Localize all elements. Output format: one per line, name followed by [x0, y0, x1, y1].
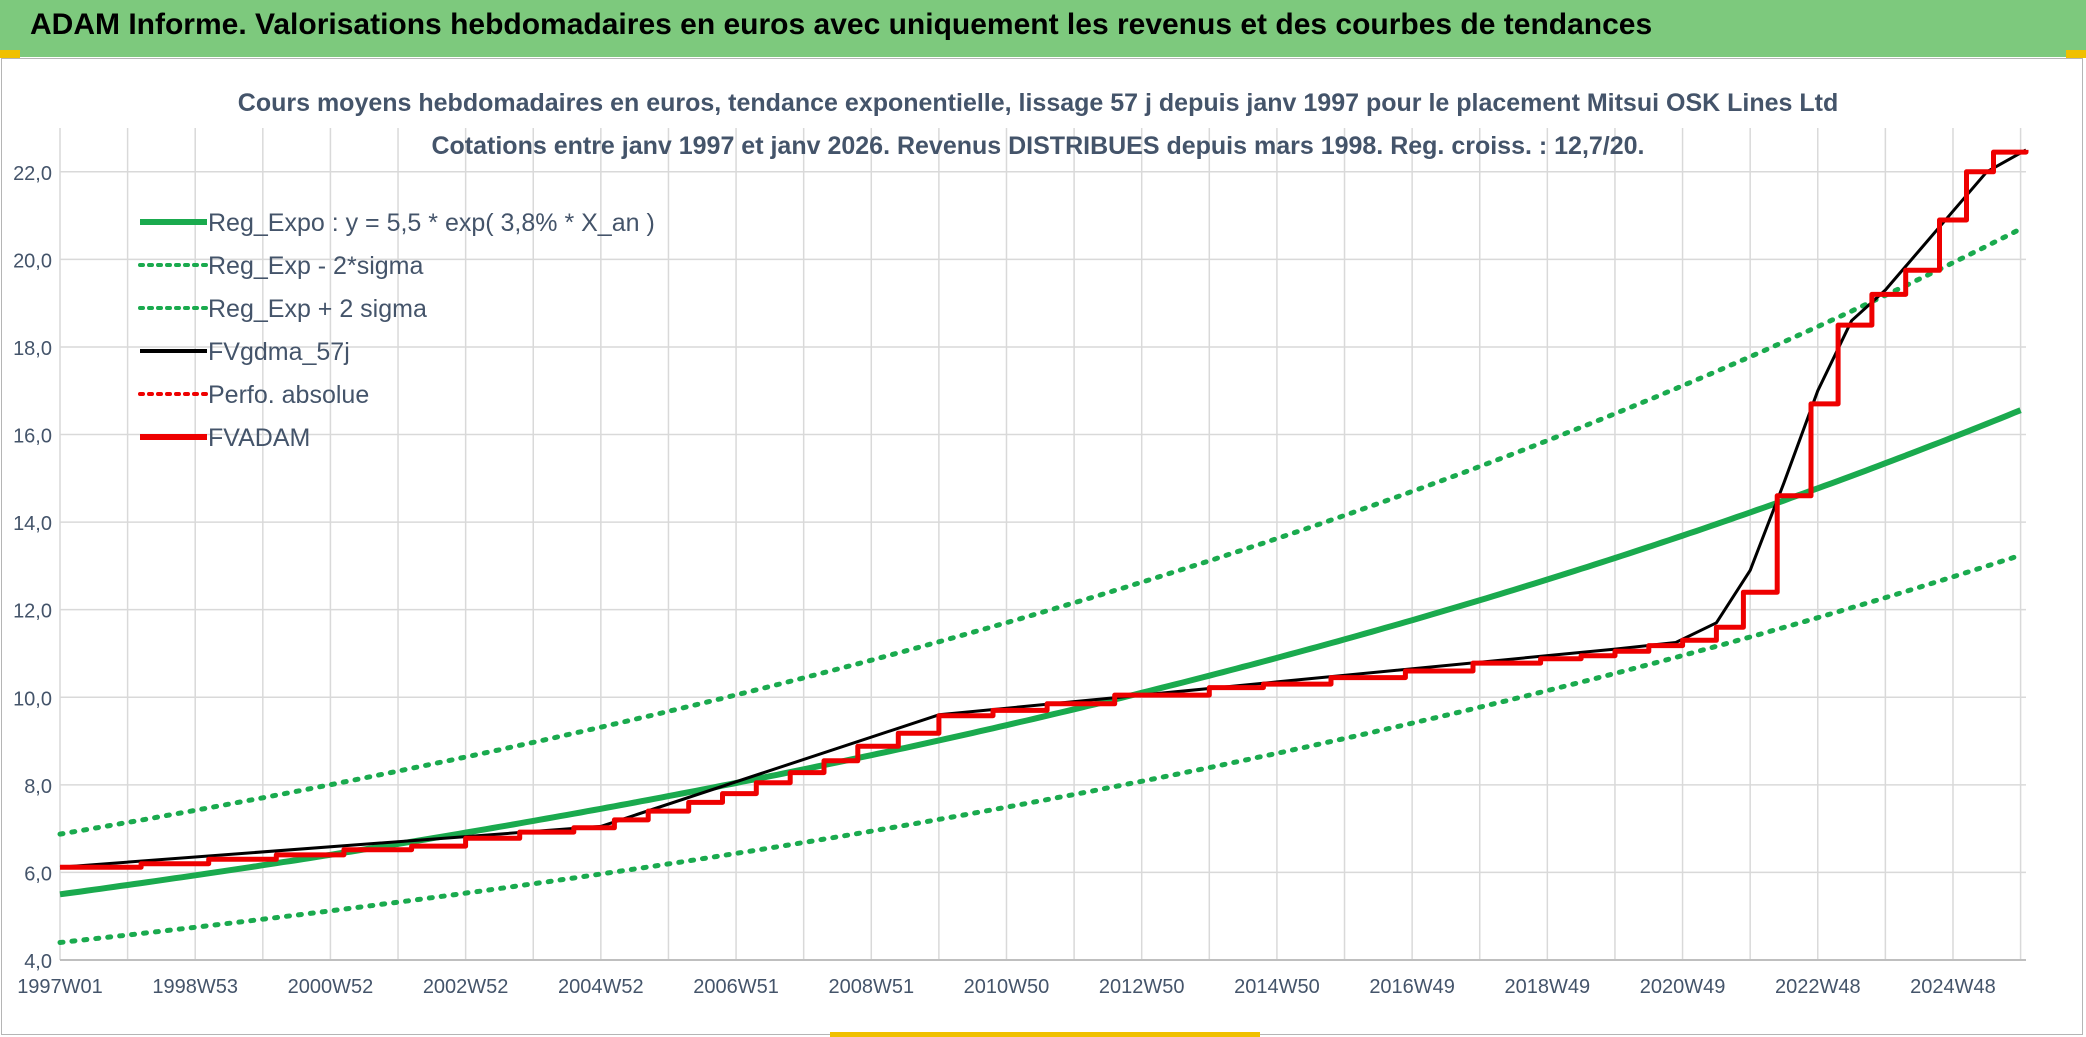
x-tick-label: 2014W50	[1234, 976, 1320, 998]
fvadam-line	[60, 149, 2029, 870]
y-tick-label: 12,0	[13, 601, 52, 623]
x-tick-label: 2004W52	[558, 976, 644, 998]
chart-title: Cours moyens hebdomadaires en euros, ten…	[238, 89, 1838, 117]
x-tick-label: 2020W49	[1640, 976, 1726, 998]
x-tick-label: 2018W49	[1505, 976, 1591, 998]
legend-label: FVADAM	[208, 424, 310, 452]
corner-accent-left	[0, 50, 20, 58]
legend-label: Reg_Expo : y = 5,5 * exp( 3,8% * X_an )	[208, 209, 655, 237]
x-tick-label: 1998W53	[152, 976, 238, 998]
y-tick-label: 18,0	[13, 338, 52, 360]
legend-label: Reg_Exp + 2 sigma	[208, 295, 427, 323]
x-tick-label: 2012W50	[1099, 976, 1185, 998]
chart-subtitle: Cotations entre janv 1997 et janv 2026. …	[431, 132, 1644, 160]
legend-label: FVgdma_57j	[208, 338, 350, 366]
x-tick-label: 2016W49	[1369, 976, 1455, 998]
legend-label: Perfo. absolue	[208, 381, 369, 409]
y-tick-label: 4,0	[24, 951, 52, 973]
y-tick-label: 16,0	[13, 426, 52, 448]
corner-accent-right	[2066, 50, 2086, 58]
x-tick-label: 2002W52	[423, 976, 509, 998]
reg-exp-minus-2sigma-line	[57, 552, 2024, 945]
fvgdma-57j-line	[59, 148, 2027, 869]
y-tick-label: 22,0	[13, 163, 52, 185]
y-tick-label: 6,0	[24, 863, 52, 885]
x-tick-label: 2000W52	[288, 976, 374, 998]
x-tick-label: 2006W51	[693, 976, 779, 998]
x-tick-label: 1997W01	[17, 976, 103, 998]
legend: Reg_Expo : y = 5,5 * exp( 3,8% * X_an ) R…	[138, 209, 655, 452]
series-lines	[57, 148, 2029, 945]
reg-expo-line	[59, 407, 2022, 898]
legend-label: Reg_Exp - 2*sigma	[208, 252, 423, 280]
reg-exp-plus-2sigma-line	[57, 226, 2024, 837]
title-banner: ADAM Informe. Valorisations hebdomadaire…	[0, 0, 2086, 57]
y-tick-label: 14,0	[13, 513, 52, 535]
y-tick-label: 20,0	[13, 250, 52, 272]
bottom-accent-bar	[830, 1032, 1260, 1037]
y-tick-label: 10,0	[13, 688, 52, 710]
x-tick-label: 2022W48	[1775, 976, 1861, 998]
y-tick-label: 8,0	[24, 776, 52, 798]
x-tick-label: 2010W50	[964, 976, 1050, 998]
axes: 4,0 6,0 8,0 10,0 12,0 14,0 16,0 18,0 20,0 22,0 199…	[13, 163, 2026, 998]
x-tick-label: 2024W48	[1910, 976, 1996, 998]
x-tick-label: 2008W51	[828, 976, 914, 998]
report-title: ADAM Informe. Valorisations hebdomadaire…	[30, 8, 1653, 41]
